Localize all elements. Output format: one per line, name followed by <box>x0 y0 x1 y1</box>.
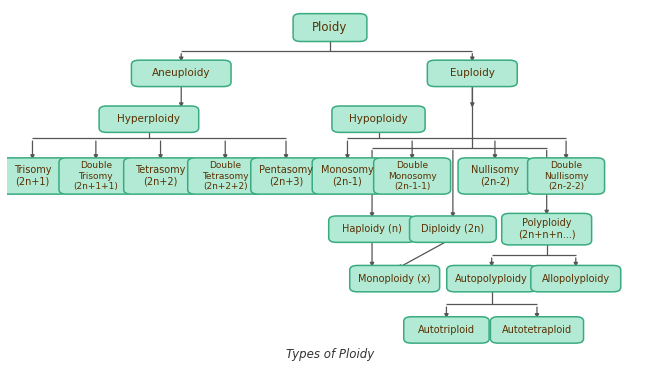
FancyBboxPatch shape <box>531 266 621 292</box>
FancyBboxPatch shape <box>123 158 197 194</box>
FancyBboxPatch shape <box>293 13 367 42</box>
Text: Hypoploidy: Hypoploidy <box>349 114 408 124</box>
Text: Double
Tetrasomy
(2n+2+2): Double Tetrasomy (2n+2+2) <box>202 161 249 191</box>
Text: Allopolyploidy: Allopolyploidy <box>542 274 610 283</box>
Text: Ploidy: Ploidy <box>312 21 348 34</box>
FancyBboxPatch shape <box>251 158 321 194</box>
Text: Double
Nullisomy
(2n-2-2): Double Nullisomy (2n-2-2) <box>544 161 589 191</box>
FancyBboxPatch shape <box>427 60 517 86</box>
Text: Nullisomy
(2n-2): Nullisomy (2n-2) <box>471 165 519 187</box>
Text: Autotetraploid: Autotetraploid <box>502 325 572 335</box>
Text: Euploidy: Euploidy <box>450 68 495 79</box>
Text: Autopolyploidy: Autopolyploidy <box>455 274 528 283</box>
Text: Double
Trisomy
(2n+1+1): Double Trisomy (2n+1+1) <box>73 161 118 191</box>
FancyBboxPatch shape <box>312 158 383 194</box>
FancyBboxPatch shape <box>490 317 583 343</box>
Text: Diploidy (2n): Diploidy (2n) <box>421 224 484 234</box>
Text: Hyperploidy: Hyperploidy <box>117 114 180 124</box>
Text: Monosomy
(2n-1): Monosomy (2n-1) <box>321 165 374 187</box>
Text: Haploidy (n): Haploidy (n) <box>342 224 402 234</box>
Text: Trisomy
(2n+1): Trisomy (2n+1) <box>14 165 51 187</box>
FancyBboxPatch shape <box>329 216 415 242</box>
FancyBboxPatch shape <box>99 106 199 132</box>
FancyBboxPatch shape <box>374 158 451 194</box>
FancyBboxPatch shape <box>458 158 532 194</box>
Text: Double
Monosomy
(2n-1-1): Double Monosomy (2n-1-1) <box>388 161 436 191</box>
FancyBboxPatch shape <box>332 106 425 132</box>
FancyBboxPatch shape <box>404 317 489 343</box>
Text: Polyploidy
(2n+n+n...): Polyploidy (2n+n+n...) <box>518 218 576 240</box>
Text: Pentasomy
(2n+3): Pentasomy (2n+3) <box>259 165 313 187</box>
Text: Tetrasomy
(2n+2): Tetrasomy (2n+2) <box>135 165 185 187</box>
FancyBboxPatch shape <box>59 158 133 194</box>
FancyBboxPatch shape <box>131 60 231 86</box>
Text: Types of Ploidy: Types of Ploidy <box>286 348 374 361</box>
Text: Autotriploid: Autotriploid <box>418 325 475 335</box>
FancyBboxPatch shape <box>527 158 605 194</box>
FancyBboxPatch shape <box>447 266 537 292</box>
FancyBboxPatch shape <box>350 266 440 292</box>
FancyBboxPatch shape <box>502 214 591 245</box>
Text: Aneuploidy: Aneuploidy <box>152 68 211 79</box>
FancyBboxPatch shape <box>410 216 496 242</box>
FancyBboxPatch shape <box>187 158 263 194</box>
FancyBboxPatch shape <box>0 158 68 194</box>
Text: Monoploidy (x): Monoploidy (x) <box>358 274 431 283</box>
